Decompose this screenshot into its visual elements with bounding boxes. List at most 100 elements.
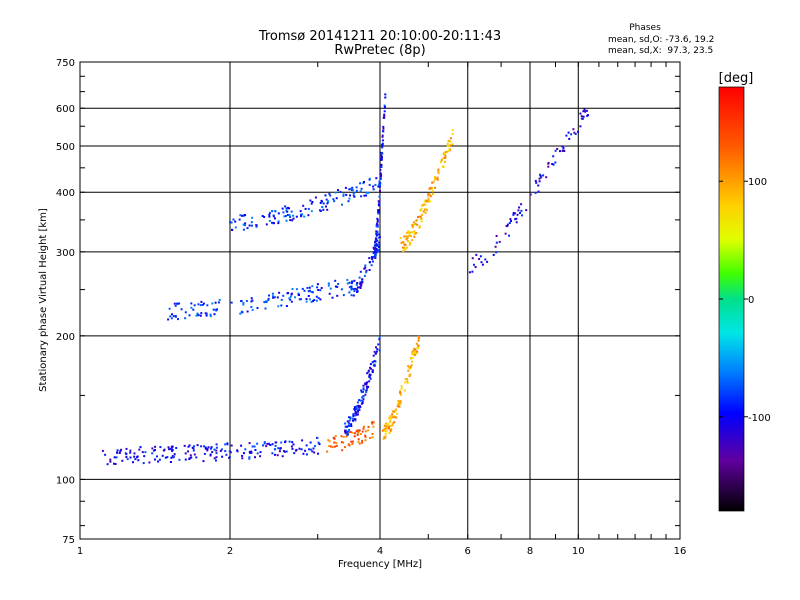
data-point [371,433,374,435]
data-point [162,449,165,452]
data-point [379,173,382,175]
data-point [417,338,420,341]
data-point [408,243,411,246]
data-point [332,198,335,201]
data-point [383,424,386,427]
data-point [378,200,381,203]
data-point [407,230,410,233]
x-tick-label: 8 [527,546,533,557]
data-point [368,380,371,383]
data-point [407,231,410,234]
data-point [361,439,364,442]
data-point [348,428,351,431]
data-point [304,449,307,452]
data-point [371,436,374,439]
data-point [580,115,583,118]
data-point [539,173,541,176]
data-point [151,447,154,450]
data-point [431,190,434,193]
data-point [324,194,327,197]
data-point [277,447,280,450]
data-point [242,223,245,226]
data-point [368,269,371,271]
data-point [199,314,202,317]
data-point [585,109,588,112]
data-point [159,446,162,449]
data-point [451,143,454,146]
data-point [292,443,295,446]
data-point [351,440,354,443]
data-point [156,455,158,458]
data-point [226,442,229,445]
data-point [286,292,289,295]
data-point [253,445,256,448]
data-point [309,199,312,202]
data-point [346,282,349,285]
data-point [201,303,204,306]
data-point [230,444,233,447]
data-point [344,425,347,428]
data-point [358,399,361,402]
data-point [363,181,365,183]
data-point [282,211,285,214]
data-point [411,226,414,229]
data-point [245,300,248,302]
data-point [371,422,374,425]
data-point [116,449,119,452]
data-point [264,307,267,310]
data-point [173,453,176,456]
data-point [509,218,512,220]
data-point [286,210,289,213]
data-point [250,451,253,454]
data-point [317,297,320,300]
data-point [154,445,157,448]
data-point [383,435,386,438]
data-point [316,436,319,439]
data-point [449,137,452,140]
data-point [444,156,447,159]
data-point [412,351,415,354]
data-point [288,440,291,443]
data-point [439,161,442,164]
data-point [359,270,362,273]
data-point [537,184,540,187]
data-point [316,283,319,286]
data-point [129,449,132,452]
data-point [350,285,353,288]
data-point [339,190,342,193]
data-point [385,426,388,429]
data-point [224,450,227,453]
data-point [399,390,402,393]
data-point [129,451,132,454]
data-point [375,234,378,237]
data-point [334,435,337,438]
data-point [371,421,374,424]
data-point [374,183,377,186]
data-point [302,204,305,207]
data-point [355,186,358,189]
data-point [244,222,247,225]
data-point [342,436,345,438]
data-point [298,298,301,301]
data-point [300,215,303,218]
data-point [209,315,212,318]
data-point [399,392,402,395]
data-point [115,456,118,459]
data-point [167,318,170,321]
data-point [277,220,280,223]
data-point [319,202,322,204]
data-point [422,210,425,213]
data-point [307,290,310,293]
data-point [357,440,360,443]
data-point [174,304,177,307]
data-point [246,227,249,230]
data-point [552,155,555,158]
data-point [331,446,334,449]
data-point [347,430,350,433]
data-point [446,150,449,153]
data-point [351,186,354,189]
data-point [539,174,542,177]
data-point [356,433,359,436]
data-point [547,162,550,164]
data-point [119,450,122,453]
